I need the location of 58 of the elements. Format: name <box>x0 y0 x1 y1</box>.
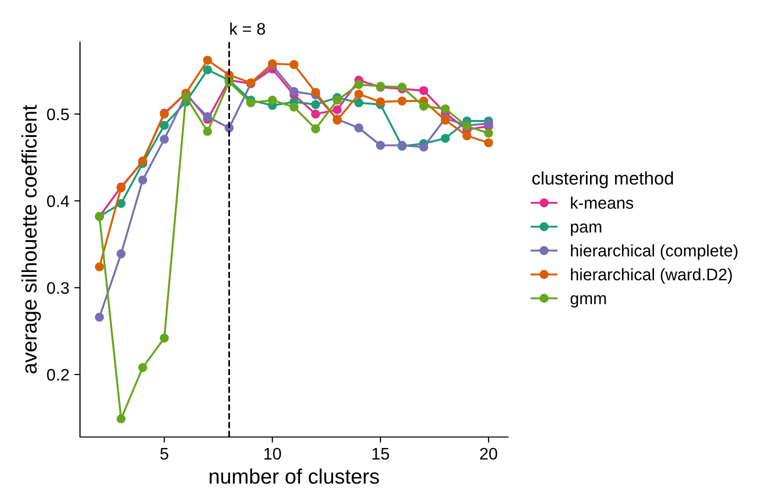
x-tick-label: 5 <box>160 448 168 460</box>
point <box>311 88 320 97</box>
point <box>203 126 212 136</box>
point <box>203 112 212 122</box>
point <box>289 60 299 70</box>
point <box>268 96 277 105</box>
point <box>203 65 212 74</box>
point <box>354 80 364 90</box>
point <box>440 104 450 114</box>
point <box>203 56 212 65</box>
y-tick-label: 0.2 <box>47 368 69 381</box>
point <box>484 138 494 148</box>
x-tick-label: 20 <box>480 448 498 460</box>
point <box>246 98 256 108</box>
point <box>376 97 385 106</box>
point <box>332 96 342 105</box>
point <box>419 142 428 152</box>
y-tick-label: 0.3 <box>47 282 69 294</box>
point <box>419 102 428 111</box>
point <box>116 249 126 258</box>
point <box>484 119 494 128</box>
point <box>94 262 104 272</box>
point <box>419 86 428 96</box>
point <box>440 134 450 143</box>
point <box>462 131 472 140</box>
x-tick-label: 10 <box>264 448 281 460</box>
point <box>354 98 364 108</box>
legend-label: gmm <box>570 295 606 308</box>
x-tick-label: 15 <box>372 448 390 460</box>
point <box>484 128 494 138</box>
point <box>160 334 169 343</box>
ref-line-label: k = 8 <box>230 22 266 35</box>
legend-label: hierarchical (ward.D2) <box>571 268 732 284</box>
point <box>354 123 364 132</box>
point <box>116 414 126 424</box>
point <box>311 100 320 110</box>
legend-label: hierarchical (complete) <box>571 244 738 260</box>
point <box>138 363 148 372</box>
legend-label: k-means <box>571 196 634 209</box>
y-tick-label: 0.4 <box>47 195 70 208</box>
point <box>138 176 148 185</box>
y-tick-label: 0.5 <box>47 108 69 120</box>
point <box>311 110 320 119</box>
point <box>398 96 407 106</box>
point <box>311 124 320 134</box>
point <box>332 105 342 114</box>
legend-title: clustering method <box>532 171 673 188</box>
point <box>289 102 299 112</box>
point <box>160 120 169 130</box>
legend-label: pam <box>570 224 602 236</box>
y-axis-title: average silhouette coefficient <box>21 104 41 374</box>
point <box>160 134 169 144</box>
point <box>354 90 364 99</box>
point <box>116 198 126 208</box>
point <box>289 86 299 96</box>
x-axis-title: number of clusters <box>210 468 379 484</box>
point <box>94 312 104 322</box>
point <box>376 140 385 150</box>
